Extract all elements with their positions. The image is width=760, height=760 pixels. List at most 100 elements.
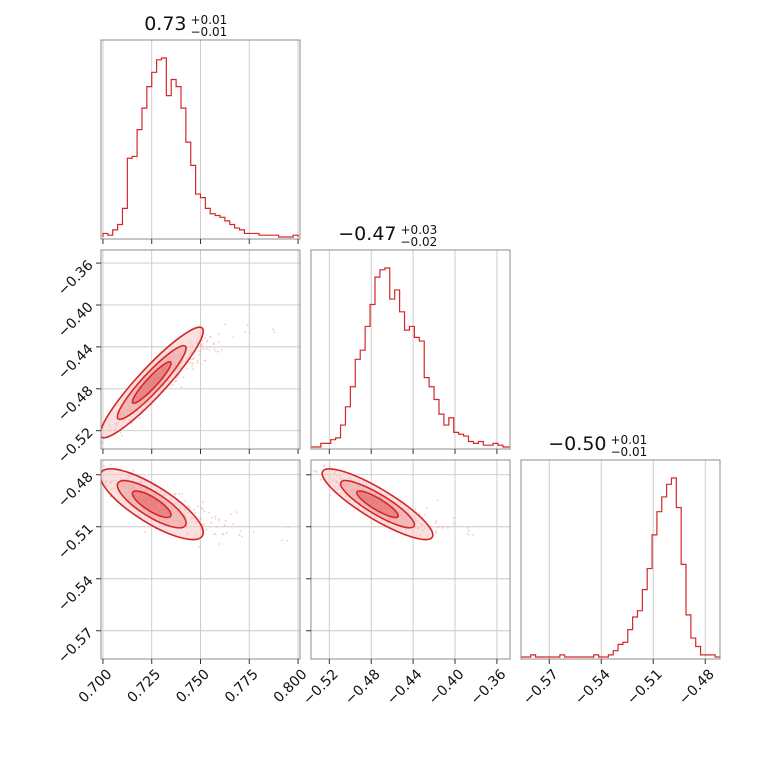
scatter-point [205,528,208,531]
x-tick-label: −0.48 [342,666,384,708]
scatter-point [238,533,241,536]
y-tick-label: −0.40 [55,299,97,341]
scatter-point [419,513,421,516]
x-tick-label: −0.54 [572,666,614,708]
scatter-point [199,348,202,351]
scatter-point [323,464,326,467]
scatter-point [203,359,206,362]
y-tick-label: −0.54 [55,573,97,615]
scatter-point [192,368,194,371]
scatter-point [202,501,204,503]
scatter-point [435,519,438,522]
scatter-panel-2 [96,459,301,664]
scatter-point [213,533,215,536]
x-tick-label: 0.700 [76,666,116,706]
title-lower-1: −0.01 [191,25,228,39]
scatter-point [218,520,220,522]
scatter-point [196,361,199,364]
scatter-point [215,526,218,528]
scatter-point [252,531,255,534]
hist-panel-1 [100,39,301,244]
title-upper-1: +0.01 [191,13,228,27]
scatter-point [199,354,201,357]
y-tick-label: −0.36 [55,257,97,299]
scatter-point [217,333,220,335]
scatter-point [239,529,242,532]
scatter-panel-1 [96,249,301,454]
scatter-point [281,539,283,542]
scatter-point [329,494,332,497]
title-lower-3: −0.01 [611,445,648,459]
scatter-point [186,367,189,370]
scatter-point [199,518,202,520]
scatter-point [206,340,209,343]
scatter-point [240,535,243,538]
scatter-point [305,461,307,463]
scatter-point [209,345,211,348]
scatter-point [121,434,123,437]
contour-level-2 [339,479,416,529]
title-lower-2: −0.02 [401,235,438,249]
scatter-point [208,349,211,351]
scatter-point [225,531,228,534]
scatter-point [423,513,426,516]
contour-level-3 [355,490,400,519]
scatter-point [315,470,317,472]
scatter-point [193,508,195,511]
x-tick-label: −0.48 [676,666,718,708]
scatter-point [273,331,276,334]
scatter-point [209,336,212,339]
scatter-point [204,337,206,339]
scatter-point [287,526,289,529]
scatter-point [223,524,226,527]
scatter-point [194,511,197,514]
scatter-point [236,511,238,513]
scatter-marks [101,463,289,548]
scatter-point [214,515,217,518]
scatter-point [189,361,192,364]
scatter-point [322,464,325,467]
x-tick-label: −0.36 [468,666,510,708]
scatter-point [191,364,194,367]
scatter-point [171,384,174,386]
scatter-point [224,520,227,522]
scatter-point [200,507,203,509]
y-tick-label: −0.57 [55,625,97,667]
scatter-point [434,521,437,524]
scatter-point [214,350,217,353]
scatter-point [184,500,187,502]
x-tick-label: 0.725 [125,666,165,706]
scatter-point [414,508,417,511]
scatter-point [200,344,203,347]
scatter-point [210,521,213,524]
scatter-point [206,347,208,350]
scatter-point [196,359,199,362]
title-upper-3: +0.01 [611,433,648,447]
scatter-point [201,523,204,526]
scatter-point [438,525,441,528]
scatter-point [197,505,199,507]
scatter-point [175,379,178,382]
scatter-point [472,534,475,536]
hist-frame [520,459,721,660]
scatter-point [246,324,249,326]
scatter-point [435,532,438,535]
scatter-point [132,469,135,472]
y-tick-label: −0.44 [55,341,97,383]
scatter-point [138,417,141,420]
scatter-point [286,539,289,542]
scatter-point [217,543,220,545]
scatter-point [208,511,211,514]
scatter-point [203,510,206,513]
scatter-point [202,348,205,350]
x-tick-label: −0.57 [520,666,562,708]
contour-level-2 [116,479,187,529]
scatter-point [436,526,439,529]
scatter-point [180,386,183,389]
x-tick-label: 0.750 [173,666,213,706]
scatter-point [174,380,177,383]
scatter-point [229,513,232,516]
histogram-2 [311,267,510,448]
scatter-point [329,465,332,468]
hist-panel-3 [520,459,721,664]
